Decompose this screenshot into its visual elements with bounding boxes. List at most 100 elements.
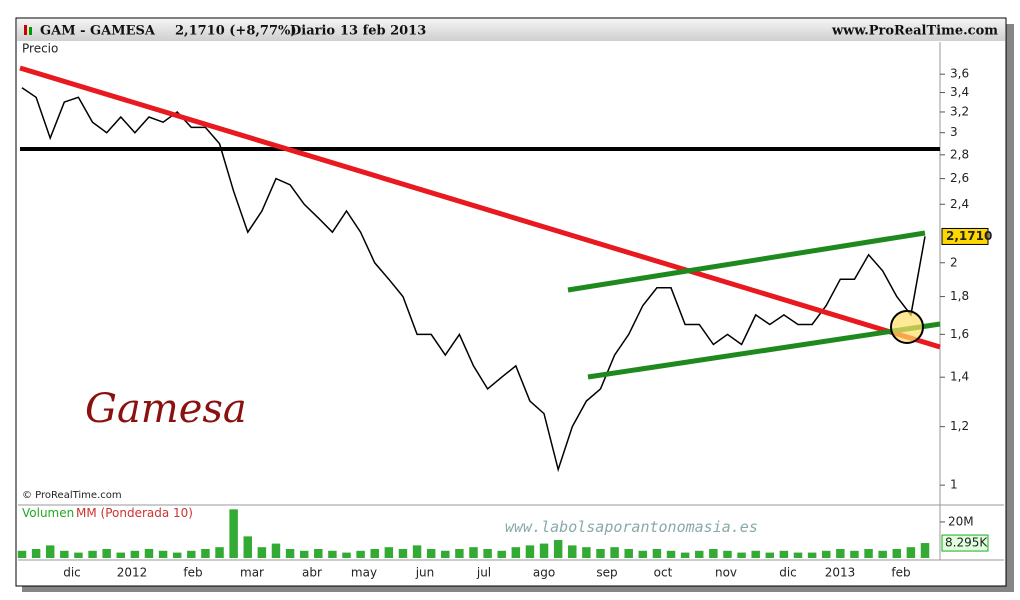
volume-bar (793, 552, 803, 558)
x-tick-label: nov (715, 566, 737, 580)
volume-bar (666, 550, 676, 558)
x-tick-label: 2012 (117, 566, 148, 580)
volume-bar (229, 509, 238, 558)
volume-bar (412, 545, 422, 558)
volume-last-box (941, 534, 989, 552)
panel-label: Precio (22, 42, 58, 56)
volume-bar (356, 550, 365, 558)
x-tick-label: jul (476, 566, 491, 580)
volume-bar (45, 545, 55, 558)
volume-bar (285, 548, 295, 558)
volume-bar (511, 547, 521, 558)
volume-bar (144, 548, 154, 558)
icon (29, 27, 32, 35)
site: www.ProRealTime.com (831, 24, 998, 39)
volume-bar (638, 550, 648, 558)
volume-ma-title: MM (Ponderada 10) (76, 506, 193, 520)
volume-bar (172, 552, 182, 558)
volume-bar (906, 547, 916, 558)
volume-bar (60, 550, 69, 558)
volume-bar (836, 548, 845, 558)
volume-bar (807, 552, 817, 558)
y-tick-label: 3,4 (950, 85, 969, 99)
trend-line (19, 65, 941, 350)
highlight-circle (890, 310, 924, 344)
volume-bar (299, 550, 309, 558)
volume-bar (398, 548, 408, 558)
channel-line (567, 230, 926, 293)
volume-bar (370, 548, 379, 558)
volume-bar (850, 550, 859, 558)
volume-bar (723, 550, 732, 558)
y-tick-label: 2,8 (950, 147, 969, 161)
volume-bar (384, 547, 394, 558)
volume-bar (201, 548, 210, 558)
volume-bar (243, 536, 252, 558)
volume-bar (652, 548, 662, 558)
volume-bar (751, 550, 760, 558)
volume-bar (17, 550, 27, 558)
period: Diario (290, 24, 335, 39)
y-tick-label: 1 (950, 478, 958, 492)
y-tick-label: 1,4 (950, 370, 969, 384)
y-tick-label: 20M (948, 514, 974, 528)
x-tick-label: abr (302, 566, 322, 580)
x-tick-label: feb (183, 566, 202, 580)
y-tick-label: 2,6 (950, 171, 969, 185)
volume-bar (525, 545, 535, 558)
volume-bar (31, 548, 41, 558)
volume-bar (215, 547, 224, 558)
frame (15, 17, 1007, 587)
volume-bar (116, 552, 125, 558)
volume-bar (737, 552, 746, 558)
last-value-box (941, 227, 989, 245)
volume-bar (709, 548, 718, 558)
x-tick-label: mar (240, 566, 264, 580)
volume-bar (271, 543, 281, 558)
x-tick-label: dic (779, 566, 797, 580)
volume-bar (158, 550, 168, 558)
volume-bar (695, 550, 704, 558)
x-tick-label: jun (415, 566, 435, 580)
volume-title: Volumen (22, 506, 74, 520)
volume-bar (455, 548, 464, 558)
x-tick-label: 2013 (825, 566, 856, 580)
volume-bar (864, 548, 873, 558)
volume-bar (779, 550, 789, 558)
volume-bar (624, 548, 633, 558)
header-bar (17, 19, 1005, 41)
volume-bar (328, 550, 337, 558)
volume-bar (257, 547, 267, 558)
x-tick-label: may (351, 566, 377, 580)
volume-bar (822, 550, 831, 558)
ticker: GAM - GAMESA (40, 24, 156, 39)
watermark: www.labolsaporantonomasia.es (505, 518, 758, 536)
volume-bar (483, 548, 492, 558)
volume-bar (441, 550, 450, 558)
y-tick-label: 1,6 (950, 327, 969, 341)
volume-bar (539, 543, 549, 558)
x-tick-label: oct (654, 566, 673, 580)
x-tick-label: feb (891, 566, 910, 580)
header-price: 2,1710 (+8,77%) (175, 24, 297, 39)
y-tick-label: 3 (950, 125, 958, 139)
volume-bar (568, 545, 577, 558)
volume-bar (878, 550, 887, 558)
volume-bar (130, 550, 140, 558)
volume-bar (497, 550, 506, 558)
volume-bar (610, 547, 619, 558)
volume-bar (342, 552, 351, 558)
volume-bar (314, 548, 323, 558)
copyright: © ProRealTime.com (22, 490, 122, 501)
icon (24, 25, 27, 35)
volume-bar (469, 547, 478, 558)
volume-bar (426, 548, 436, 558)
volume-bar (74, 552, 83, 558)
volume-bar (680, 552, 690, 558)
x-tick-label: dic (63, 566, 81, 580)
volume-bar (596, 548, 605, 558)
x-tick-label: sep (596, 566, 617, 580)
x-tick-label: ago (533, 566, 555, 580)
